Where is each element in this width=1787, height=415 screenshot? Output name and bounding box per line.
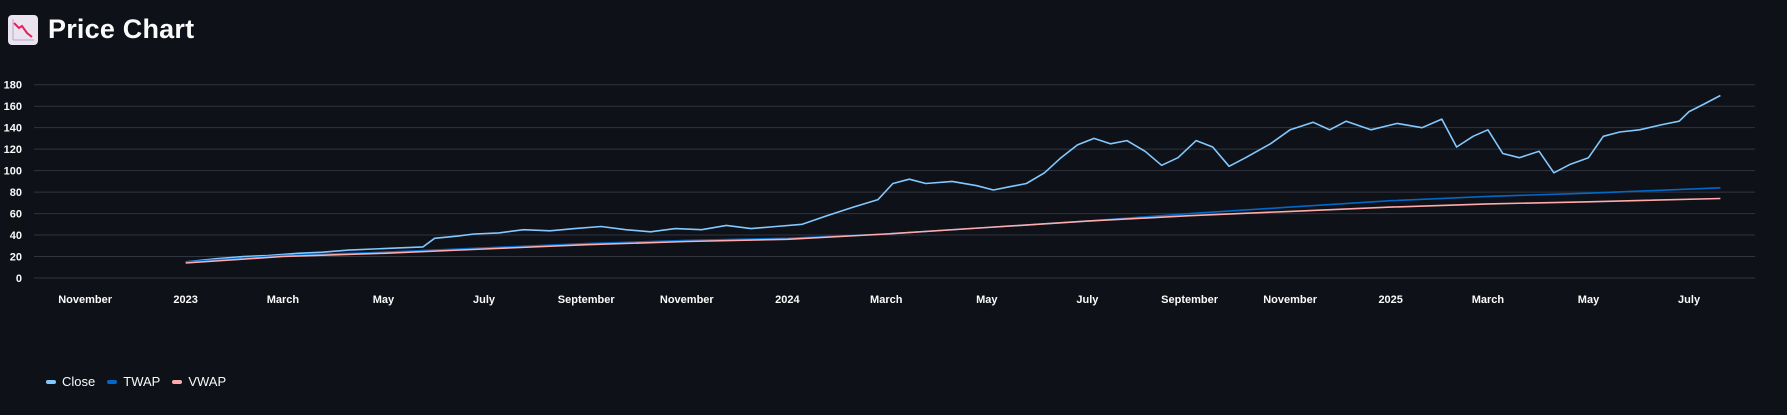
x-tick-label: July <box>473 294 496 306</box>
x-tick-label: July <box>1076 294 1099 306</box>
y-tick-label: 180 <box>4 80 22 92</box>
x-tick-label: March <box>870 294 903 306</box>
x-tick-label: 2023 <box>173 294 197 306</box>
x-tick-label: 2025 <box>1378 294 1402 306</box>
series-line-vwap[interactable] <box>185 197 1721 264</box>
y-tick-label: 120 <box>4 144 22 156</box>
price-chart[interactable]: 0 20 40 60 80 100 120 140 160 180 November 2023 Mar… <box>0 60 1787 350</box>
chart-grid <box>34 84 1755 279</box>
legend-label-vwap: VWAP <box>188 374 227 389</box>
series-line-twap[interactable] <box>185 187 1721 263</box>
y-tick-label: 20 <box>10 252 22 264</box>
legend-swatch-twap <box>107 379 118 384</box>
x-tick-label: May <box>1578 294 1600 306</box>
legend-label-twap: TWAP <box>123 374 161 389</box>
x-tick-label: September <box>1161 294 1219 306</box>
legend-item-vwap[interactable]: VWAP <box>172 374 226 389</box>
y-tick-label: 0 <box>16 273 22 285</box>
x-tick-label: November <box>1263 294 1318 306</box>
x-tick-label: March <box>1472 294 1505 306</box>
series-line-close[interactable] <box>185 94 1721 263</box>
x-tick-label: May <box>976 294 998 306</box>
y-tick-label: 80 <box>10 187 22 199</box>
y-tick-label: 40 <box>10 230 22 242</box>
page-header: Price Chart <box>8 14 194 45</box>
x-tick-label: May <box>373 294 395 306</box>
y-tick-label: 160 <box>4 101 22 113</box>
chart-series <box>185 94 1721 264</box>
x-tick-label: July <box>1678 294 1701 306</box>
x-tick-label: September <box>558 294 616 306</box>
chart-decreasing-icon <box>8 14 38 45</box>
legend-item-twap[interactable]: TWAP <box>107 374 160 389</box>
page-title: Price Chart <box>48 14 195 44</box>
y-tick-label: 100 <box>4 166 22 178</box>
x-tick-label: November <box>660 294 715 306</box>
x-tick-label: 2024 <box>775 294 800 306</box>
x-axis: November 2023 March May July September Novembe… <box>58 294 1701 306</box>
y-axis: 0 20 40 60 80 100 120 140 160 180 <box>4 80 22 285</box>
legend-item-close[interactable]: Close <box>46 374 95 389</box>
x-tick-label: November <box>58 294 113 306</box>
legend-label-close: Close <box>62 374 96 389</box>
legend-swatch-close <box>46 379 56 384</box>
chart-legend: Close TWAP VWAP <box>46 374 226 389</box>
y-tick-label: 60 <box>10 209 22 221</box>
y-tick-label: 140 <box>4 123 22 135</box>
x-tick-label: March <box>267 294 300 306</box>
legend-swatch-vwap <box>172 379 183 384</box>
